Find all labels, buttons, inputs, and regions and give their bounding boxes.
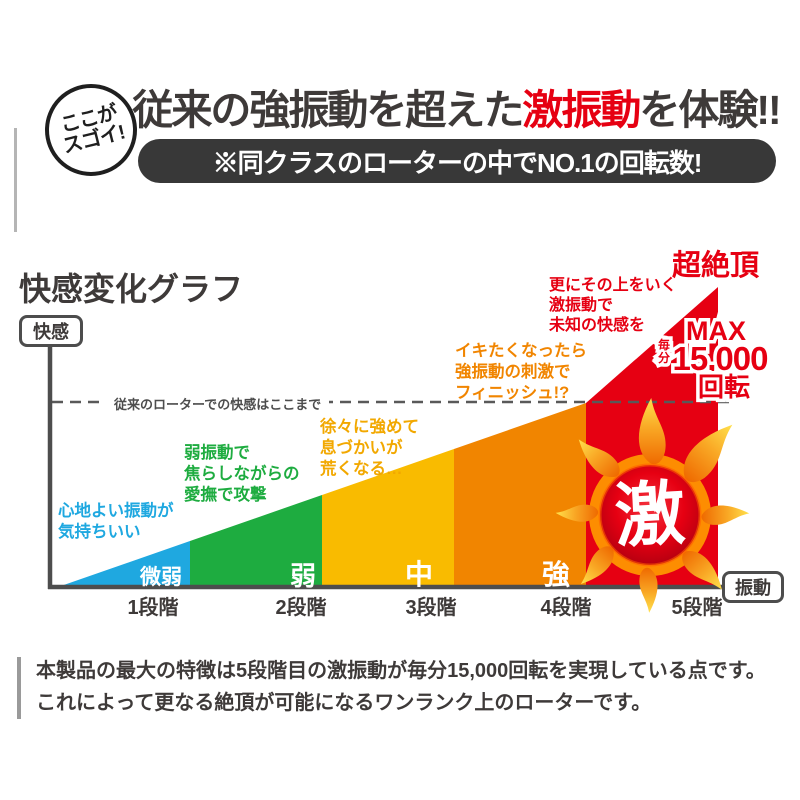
stage-1-area <box>58 541 190 587</box>
annotation-line: 荒くなる… <box>320 460 403 478</box>
stage-label-5-geki: 激 <box>613 474 687 556</box>
annotation-stage-3: 徐々に強めて 息づかいが 荒くなる… <box>320 417 419 480</box>
subtitle-banner: ※同クラスのローターの中でNO.1の回転数! <box>138 139 776 183</box>
annotation-line: 気持ちいい <box>58 523 141 541</box>
annotation-line: 未知の快感を <box>549 317 646 334</box>
subtitle-banner-text: ※同クラスのローターの中でNO.1の回転数! <box>212 147 703 178</box>
annotation-line: 弱振動で <box>184 444 250 462</box>
max-rpm-value: 15,000 15,000 <box>652 337 788 381</box>
annotation-line: フィニッシュ!? <box>455 384 570 402</box>
stage-2-area <box>190 495 322 587</box>
annotation-line: イキたくなったら <box>455 342 587 360</box>
tick-label-1: 1段階 <box>127 597 179 619</box>
stage-4-area <box>454 403 586 587</box>
tick-label-2: 2段階 <box>275 597 327 619</box>
annotation-line: 愛撫で攻撃 <box>184 486 267 504</box>
annotation-line: 更にその上をいく <box>549 277 677 294</box>
annotation-stage-5: 更にその上をいく 激振動で 未知の快感を <box>549 276 677 336</box>
annotation-line: 強振動の刺激で <box>455 363 571 381</box>
stage-3-area <box>322 449 454 587</box>
y-axis-label-box: 快感 <box>19 315 83 347</box>
footer-note: 本製品の最大の特徴は5段階目の激振動が毎分15,000回転を実現している点です。… <box>36 655 766 719</box>
max-rpm-prefix: MAX MAX <box>664 313 768 350</box>
footer-accent-bar <box>17 657 21 719</box>
annotation-stage-2: 弱振動で 焦らしながらの 愛撫で攻撃 <box>184 443 300 506</box>
footer-line-1: 本製品の最大の特徴は5段階目の激振動が毎分15,000回転を実現している点です。 <box>36 660 766 682</box>
max-rpm-per-minute: 毎分 毎分 <box>654 335 673 368</box>
stage-label-4: 強 <box>541 559 570 590</box>
annotation-line: 焦らしながらの <box>184 465 300 483</box>
main-title: 従来の強振動を超えた激振動を体験!! <box>130 76 782 136</box>
main-title-pre: 従来の強振動を超えた <box>132 87 524 133</box>
main-title-highlight: 激振動 <box>522 87 641 133</box>
max-rpm-per-outline: 毎分 <box>654 335 673 368</box>
annotation-line: 徐々に強めて <box>320 418 419 436</box>
max-rpm-value-outline: 15,000 <box>669 337 772 381</box>
max-rpm-per-text: 毎分 <box>657 338 670 365</box>
highlight-badge: ここが スゴイ! <box>45 84 137 176</box>
annotation-line: 心地よい振動が <box>58 502 174 520</box>
main-title-post: を体験!! <box>639 87 781 133</box>
tick-label-3: 3段階 <box>405 597 457 619</box>
annotation-line: 息づかいが <box>320 439 403 457</box>
stage-label-1: 微弱 <box>140 566 182 589</box>
threshold-label: 従来のローターでの快感はここまで <box>106 394 330 413</box>
annotation-stage-1: 心地よい振動が 気持ちいい <box>58 501 174 543</box>
max-rpm-value-text: 15,000 <box>672 340 769 377</box>
highlight-badge-text: ここが スゴイ! <box>56 102 127 158</box>
flame-icon <box>555 398 750 613</box>
max-rpm-prefix-text: MAX <box>686 316 746 346</box>
tick-label-5: 5段階 <box>671 597 723 619</box>
peak-label: 超絶頂 <box>672 250 760 282</box>
chart-title: 快感変化グラフ <box>19 271 244 307</box>
max-rpm-unit-text: 回転 <box>697 372 750 402</box>
max-rpm-unit: 回転 回転 <box>672 367 776 406</box>
tick-label-4: 4段階 <box>540 597 592 619</box>
max-rpm-unit-outline: 回転 <box>694 369 753 406</box>
footer-line-2: これによって更なる絶頂が可能になるワンランク上のローターです。 <box>36 692 652 714</box>
stage-label-3: 中 <box>404 559 433 590</box>
stage-label-2: 弱 <box>289 561 316 591</box>
annotation-line: 激振動で <box>549 297 614 314</box>
left-divider-line <box>14 128 17 232</box>
x-axis-label-box: 振動 <box>722 571 784 603</box>
max-rpm-prefix-outline: MAX <box>683 313 750 350</box>
annotation-stage-4: イキたくなったら 強振動の刺激で フィニッシュ!? <box>455 341 587 404</box>
